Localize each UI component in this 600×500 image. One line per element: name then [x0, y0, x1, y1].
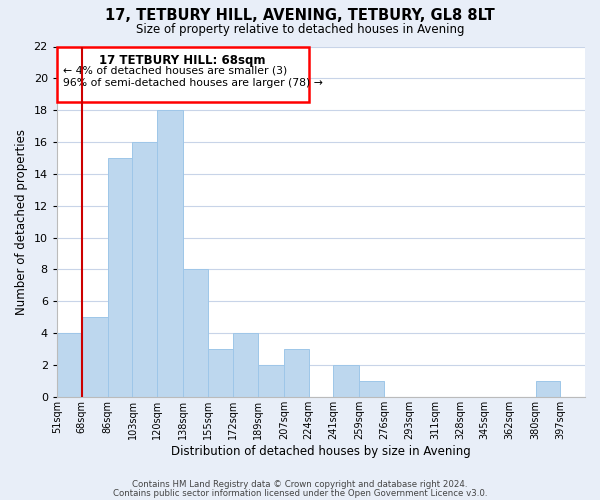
Text: Contains HM Land Registry data © Crown copyright and database right 2024.: Contains HM Land Registry data © Crown c…	[132, 480, 468, 489]
Bar	[359, 381, 384, 397]
Bar	[208, 349, 233, 397]
Text: ← 4% of detached houses are smaller (3): ← 4% of detached houses are smaller (3)	[62, 66, 287, 76]
Text: 17 TETBURY HILL: 68sqm: 17 TETBURY HILL: 68sqm	[100, 54, 266, 68]
Y-axis label: Number of detached properties: Number of detached properties	[15, 128, 28, 314]
Bar	[157, 110, 184, 397]
Bar	[133, 142, 157, 397]
Text: 17, TETBURY HILL, AVENING, TETBURY, GL8 8LT: 17, TETBURY HILL, AVENING, TETBURY, GL8 …	[105, 8, 495, 22]
Bar	[184, 270, 208, 397]
X-axis label: Distribution of detached houses by size in Avening: Distribution of detached houses by size …	[171, 444, 471, 458]
Bar	[57, 46, 308, 102]
Bar	[536, 381, 560, 397]
Bar	[57, 333, 82, 397]
Text: Size of property relative to detached houses in Avening: Size of property relative to detached ho…	[136, 22, 464, 36]
Text: Contains public sector information licensed under the Open Government Licence v3: Contains public sector information licen…	[113, 488, 487, 498]
Bar	[284, 349, 308, 397]
Bar	[108, 158, 133, 397]
Bar	[82, 317, 108, 397]
Bar	[233, 333, 257, 397]
Text: 96% of semi-detached houses are larger (78) →: 96% of semi-detached houses are larger (…	[62, 78, 323, 88]
Bar	[333, 365, 359, 397]
Bar	[257, 365, 284, 397]
